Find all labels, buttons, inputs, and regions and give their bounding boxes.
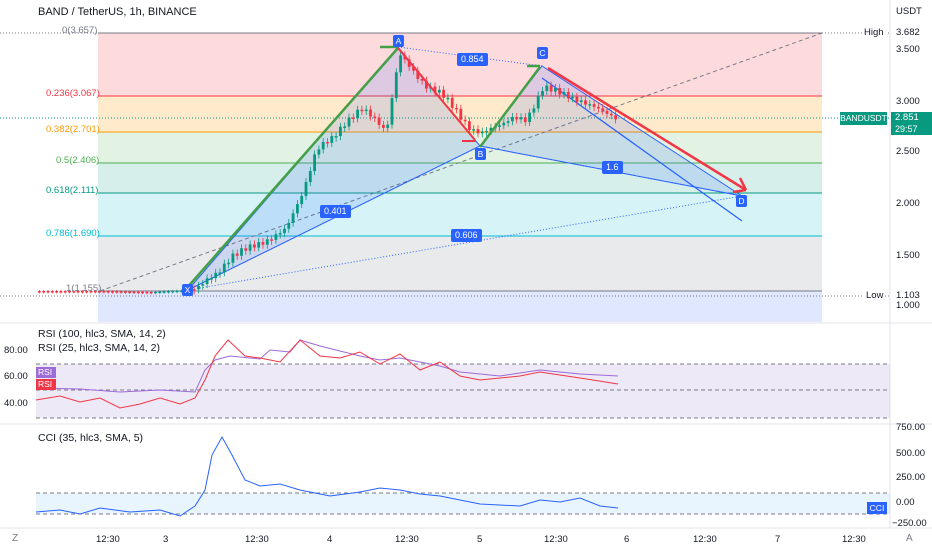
currency-label: USDT [896, 6, 922, 17]
fib-label-6: 1(1.155) [66, 283, 102, 294]
symbol-title: BAND / TetherUS, 1h, BINANCE [38, 6, 197, 18]
cci-tick-neg250: −250.00 [892, 518, 927, 529]
time-label-8: 12:30 [693, 534, 717, 545]
pattern-ratio-2: 1.6 [602, 161, 623, 174]
time-label-5: 5 [477, 534, 483, 545]
fib-label-2: 0.382(2.701) [46, 124, 100, 135]
rsi-tag-2: RSI [36, 379, 56, 390]
trend-arrows [185, 45, 748, 290]
cci-tag: CCI [867, 502, 887, 514]
time-label-9: 7 [775, 534, 781, 545]
high-value: 3.682 [896, 27, 920, 38]
rsi-tick-60: 60.00 [4, 371, 28, 382]
candlestick-series [38, 51, 617, 295]
fib-label-4: 0.618(2.111) [46, 185, 99, 196]
price-tick-5: 1.000 [896, 300, 920, 311]
low-value: 1.103 [896, 290, 920, 301]
pattern-ratio-0: 0.854 [457, 53, 488, 66]
fib-label-1: 0.236(3.067) [46, 88, 100, 99]
fib-label-5: 0.786(1.690) [46, 228, 100, 239]
time-label-2: 12:30 [245, 534, 269, 545]
time-label-1: 3 [163, 534, 169, 545]
rsi-tick-80: 80.00 [4, 345, 28, 356]
time-label-4: 12:30 [395, 534, 419, 545]
fib-label-0: 0(3.657) [62, 25, 98, 36]
price-tick-2: 2.500 [896, 146, 920, 157]
cci-tick-250: 250.00 [896, 472, 926, 483]
pattern-point-c: C [537, 47, 548, 59]
time-label-0: 12:30 [96, 534, 120, 545]
price-tick-0: 3.500 [896, 44, 920, 55]
rsi-title-1[interactable]: RSI (100, hlc3, SMA, 14, 2) [38, 328, 166, 340]
rsi-panel[interactable] [35, 339, 890, 419]
auto-scale-icon[interactable]: A [906, 533, 913, 544]
high-label: High [862, 27, 886, 38]
pattern-ratio-1: 0.401 [320, 205, 351, 218]
fib-retracement[interactable] [98, 32, 822, 322]
pattern-point-x: X [182, 284, 193, 296]
pattern-ratio-3: 0.606 [451, 229, 482, 242]
cci-tick-0: 0.00 [896, 497, 915, 508]
pattern-point-a: A [393, 35, 404, 47]
cci-tick-500: 500.00 [896, 448, 926, 459]
time-label-10: 12:30 [842, 534, 866, 545]
fib-label-3: 0.5(2.406) [56, 155, 100, 166]
time-label-6: 12:30 [544, 534, 568, 545]
pattern-point-d: D [736, 195, 747, 207]
time-label-7: 6 [624, 534, 630, 545]
low-label: Low [864, 290, 886, 301]
pattern-point-b: B [475, 148, 486, 160]
cci-panel[interactable] [35, 435, 890, 517]
last-price-tag: 2.851 [891, 112, 932, 124]
price-tick-4: 1.500 [896, 250, 920, 261]
bar-countdown: 29:57 [891, 124, 932, 135]
time-label-3: 4 [327, 534, 333, 545]
timezone-icon[interactable]: Z [12, 533, 19, 544]
rsi-tag-1: RSI [36, 367, 56, 378]
price-tick-3: 2.000 [896, 198, 920, 209]
cci-tick-750: 750.00 [896, 422, 926, 433]
rsi-title-2[interactable]: RSI (25, hlc3, SMA, 14, 2) [38, 342, 160, 354]
cci-title[interactable]: CCI (35, hlc3, SMA, 5) [38, 432, 144, 444]
price-tick-1: 3.000 [896, 96, 920, 107]
rsi-tick-40: 40.00 [4, 398, 28, 409]
symbol-price-tag: BANDUSDT [840, 112, 887, 125]
